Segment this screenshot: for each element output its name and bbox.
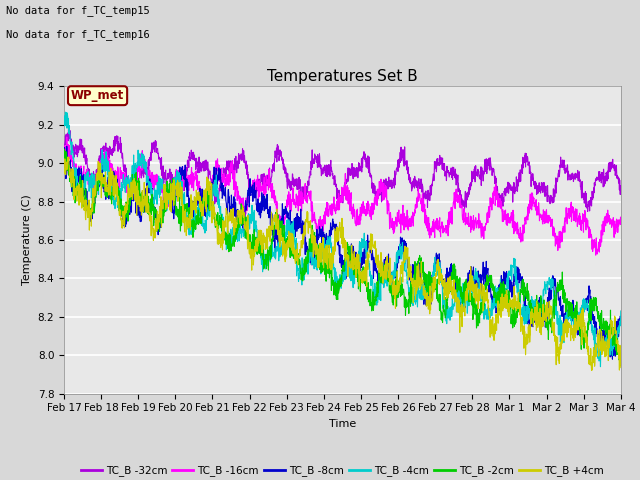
Title: Temperatures Set B: Temperatures Set B (267, 69, 418, 84)
Y-axis label: Temperature (C): Temperature (C) (22, 194, 32, 286)
Legend: TC_B -32cm, TC_B -16cm, TC_B -8cm, TC_B -4cm, TC_B -2cm, TC_B +4cm: TC_B -32cm, TC_B -16cm, TC_B -8cm, TC_B … (77, 461, 608, 480)
Text: No data for f_TC_temp15: No data for f_TC_temp15 (6, 5, 150, 16)
Text: WP_met: WP_met (71, 89, 124, 102)
X-axis label: Time: Time (329, 419, 356, 429)
Text: No data for f_TC_temp16: No data for f_TC_temp16 (6, 29, 150, 40)
